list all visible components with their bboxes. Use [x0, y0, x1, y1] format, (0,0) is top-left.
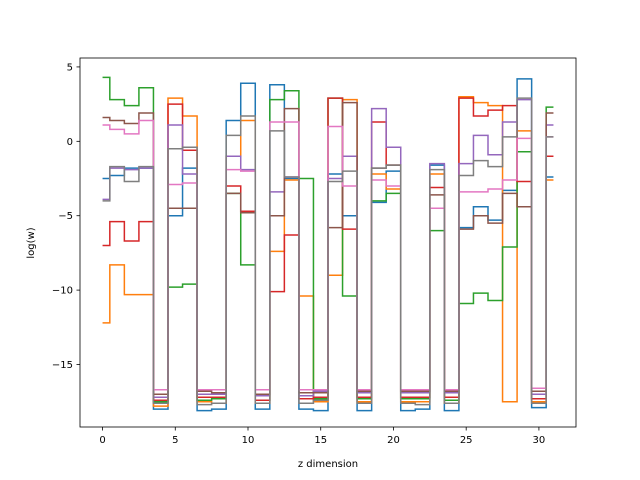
x-tick-label: 30 — [533, 435, 546, 446]
plot-area — [79, 57, 577, 428]
x-tick-label: 25 — [460, 435, 473, 446]
x-axis: 0 5 10 15 20 25 30 — [99, 427, 545, 446]
y-axis-label: log(w) — [26, 227, 37, 258]
axes-frame — [79, 57, 577, 428]
x-tick-label: 5 — [172, 435, 178, 446]
x-tick-label: 10 — [242, 435, 255, 446]
y-tick-label: −5 — [58, 211, 73, 222]
y-tick-label: 0 — [67, 137, 73, 148]
y-tick-label: −10 — [52, 286, 73, 297]
y-tick-label: −15 — [52, 360, 73, 371]
x-tick-label: 20 — [387, 435, 400, 446]
x-tick-label: 0 — [99, 435, 105, 446]
y-tick-label: 5 — [67, 62, 73, 73]
x-tick-label: 15 — [314, 435, 327, 446]
y-axis: −15 −10 −5 0 5 — [52, 62, 80, 371]
series-line-s7 — [102, 97, 554, 406]
series-layer — [102, 76, 554, 412]
x-axis-label: z dimension — [298, 459, 358, 470]
